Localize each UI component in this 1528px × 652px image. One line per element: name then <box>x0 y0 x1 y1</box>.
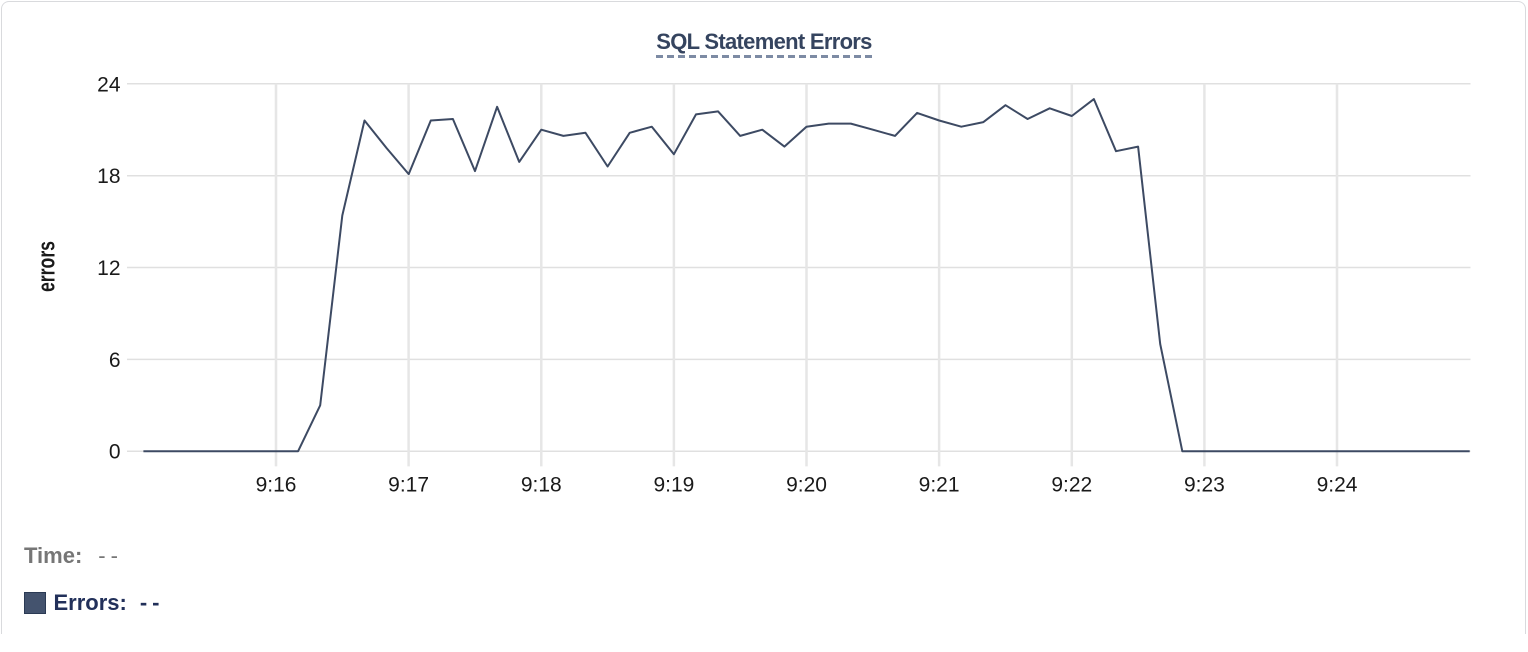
svg-text:9:23: 9:23 <box>1184 474 1225 497</box>
svg-text:9:20: 9:20 <box>786 474 827 497</box>
svg-text:0: 0 <box>109 441 121 464</box>
svg-text:9:24: 9:24 <box>1317 474 1358 497</box>
svg-text:18: 18 <box>97 165 120 188</box>
svg-text:errors: errors <box>33 241 60 292</box>
svg-text:9:18: 9:18 <box>521 474 562 497</box>
svg-text:9:16: 9:16 <box>256 474 297 497</box>
svg-text:9:22: 9:22 <box>1051 474 1092 497</box>
svg-text:9:17: 9:17 <box>388 474 429 497</box>
svg-text:9:21: 9:21 <box>919 474 960 497</box>
svg-text:24: 24 <box>97 73 121 96</box>
svg-text:12: 12 <box>97 257 120 280</box>
svg-text:6: 6 <box>109 349 121 372</box>
svg-text:9:19: 9:19 <box>653 474 694 497</box>
